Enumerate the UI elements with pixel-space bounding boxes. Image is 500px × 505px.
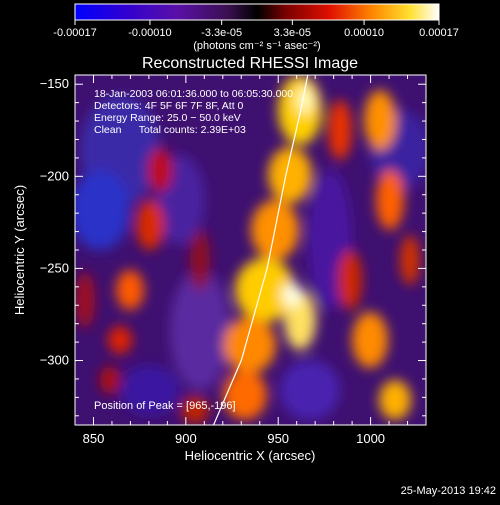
x-tick-label: 900 xyxy=(175,431,197,446)
heatmap-blob xyxy=(75,272,95,328)
colorbar-tick-label: 0.00010 xyxy=(344,27,384,39)
x-tick-label: 850 xyxy=(83,431,105,446)
heatmap-blob xyxy=(170,270,230,390)
heatmap-blob xyxy=(235,258,295,322)
footer-timestamp: 25-May-2013 19:42 xyxy=(400,485,496,497)
y-tick-label: −300 xyxy=(40,353,69,368)
colorbar-units-label: (photons cm⁻² s⁻¹ asec⁻²) xyxy=(193,40,320,52)
plot-area xyxy=(75,75,426,425)
heatmap-blob xyxy=(108,326,132,354)
colorbar-tick-label: 3.3e-05 xyxy=(274,27,311,39)
heatmap-blob xyxy=(268,147,312,203)
heatmap-blob xyxy=(75,170,130,250)
peak-position-label: Position of Peak = [965,-196] xyxy=(94,400,236,412)
heatmap-blob xyxy=(282,283,302,307)
x-tick-label: 950 xyxy=(267,431,289,446)
y-tick-label: −250 xyxy=(40,260,69,275)
heatmap-blob xyxy=(181,396,209,424)
x-tick-label: 1000 xyxy=(356,431,385,446)
heatmap-blob xyxy=(364,90,396,150)
heatmap-blob xyxy=(100,366,120,394)
heatmap-blob xyxy=(376,170,404,230)
y-axis-label: Heliocentric Y (arcsec) xyxy=(12,185,27,315)
heatmap-blob xyxy=(280,360,340,420)
heatmap-blob xyxy=(400,235,420,285)
colorbar-tick-label: 0.00017 xyxy=(419,27,459,39)
x-axis-label: Heliocentric X (arcsec) xyxy=(185,448,316,463)
heatmap-blob xyxy=(328,100,352,160)
heatmap-blob xyxy=(224,317,276,373)
y-tick-label: −200 xyxy=(40,168,69,183)
annotation-line: Energy Range: 25.0 − 50.0 keV xyxy=(94,112,241,124)
heatmap-image xyxy=(75,75,426,424)
colorbar-gradient xyxy=(75,4,439,20)
annotation-line: Detectors: 4F 5F 6F 7F 8F, Att 0 xyxy=(94,100,244,112)
heatmap-blob xyxy=(116,270,144,310)
heatmap-blob xyxy=(136,200,164,250)
info-annotations: 18-Jan-2003 06:01:36.000 to 06:05:30.000… xyxy=(94,88,293,136)
colorbar-tick-label: -3.3e-05 xyxy=(201,27,242,39)
heatmap-blob xyxy=(223,370,267,420)
colorbar: -0.00017 -0.00010 -3.3e-05 3.3e-05 0.00010 0.… xyxy=(53,3,459,52)
heatmap-blob xyxy=(148,148,172,192)
colorbar-tick-label: -0.00017 xyxy=(53,27,96,39)
annotation-line: Clean Total counts: 2.39E+03 xyxy=(94,124,246,136)
colorbar-frame xyxy=(74,3,440,21)
x-axis: 850 900 950 1000 xyxy=(83,75,427,446)
y-tick-label: −150 xyxy=(40,76,69,91)
heatmap-blob xyxy=(379,380,411,420)
heatmap-blob xyxy=(120,365,180,415)
annotation-line: 18-Jan-2003 06:01:36.000 to 06:05:30.000 xyxy=(94,88,293,100)
heatmap-blob xyxy=(338,250,362,310)
colorbar-tick-label: -0.00010 xyxy=(128,27,171,39)
chart-title: Reconstructed RHESSI Image xyxy=(142,55,358,72)
y-axis: −150 −200 −250 −300 xyxy=(40,76,426,417)
heatmap-blob xyxy=(352,312,388,368)
heatmap-blob xyxy=(190,230,210,290)
solar-limb-curve xyxy=(213,75,309,425)
